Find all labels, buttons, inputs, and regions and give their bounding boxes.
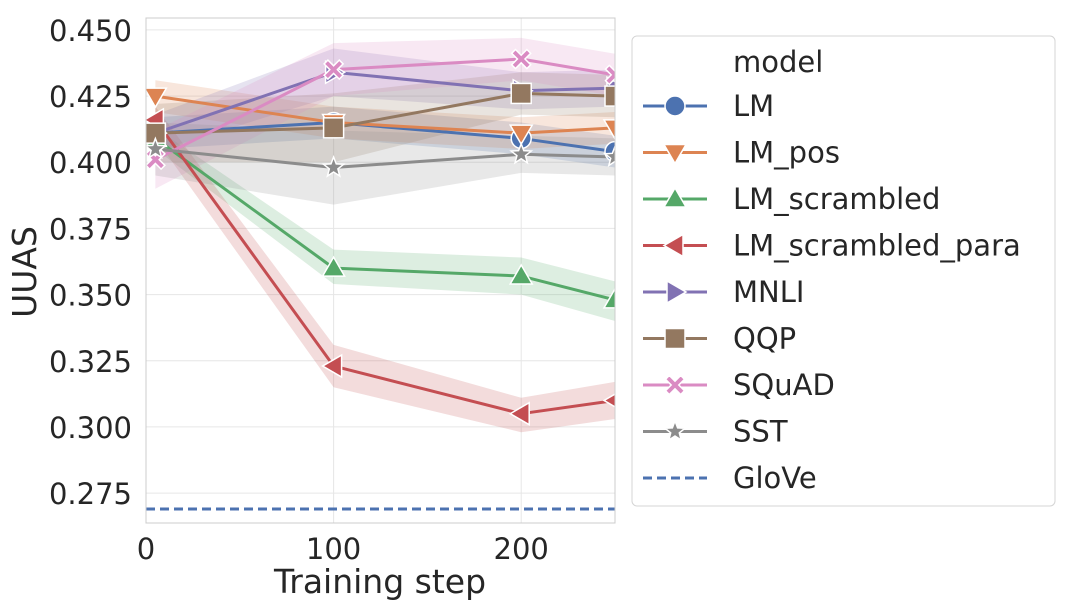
y-tick-label: 0.400 <box>49 146 132 180</box>
confidence-band-lm-scrambled-para <box>155 106 615 433</box>
legend-marker-mnli <box>666 279 688 305</box>
data-point-lm-pos <box>146 87 168 109</box>
series-line-sst <box>155 147 615 170</box>
data-point-qqp <box>322 117 345 139</box>
confidence-band-lm-scrambled <box>155 127 615 322</box>
data-point-lm-scrambled-para <box>602 393 615 408</box>
y-tick-label: 0.375 <box>49 212 132 246</box>
confidence-band-mnli <box>155 48 615 152</box>
series-line-qqp <box>155 91 615 135</box>
x-tick-label: 0 <box>137 532 155 566</box>
legend-label-sst: SST <box>733 415 788 449</box>
data-point-squad <box>604 64 615 86</box>
data-point-sst <box>146 136 168 160</box>
legend-marker-lm <box>664 95 686 117</box>
legend-label-mnli: MNLI <box>733 275 804 309</box>
legend-label-qqp: QQP <box>733 322 796 356</box>
plot-frame <box>145 17 616 524</box>
data-point-lm-scrambled <box>321 255 346 277</box>
data-point-lm-pos <box>602 119 615 141</box>
y-tick-label: 0.325 <box>49 345 132 379</box>
legend-marker-squad <box>664 374 686 396</box>
legend-label-lm-scrambled-para: LM_scrambled_para <box>733 229 1021 263</box>
y-axis-label: UUAS <box>5 226 44 318</box>
legend-marker-sst <box>663 418 687 442</box>
series-line-lm-scrambled <box>154 137 615 302</box>
y-tick-label: 0.300 <box>49 411 132 445</box>
data-point-sst <box>603 144 615 168</box>
legend-label-lm-scrambled: LM_scrambled <box>733 182 940 216</box>
y-tick-label: 0.350 <box>49 279 132 313</box>
data-point-sst <box>321 154 346 178</box>
legend-label-glove: GloVe <box>733 461 817 495</box>
legend: model LM LM_pos LM_scrambled LM_scrambled_p… <box>631 35 1056 507</box>
confidence-band-lm <box>155 106 615 168</box>
y-tick-label: 0.425 <box>49 80 132 114</box>
legend-marker-lm-pos <box>662 143 688 165</box>
legend-label-lm: LM <box>733 89 774 123</box>
legend-marker-lm-scrambled-para <box>662 233 684 258</box>
y-tick-label: 0.450 <box>49 14 132 48</box>
confidence-band-squad <box>155 37 615 189</box>
legend-box <box>631 35 1056 507</box>
data-point-squad <box>510 48 532 70</box>
data-point-squad <box>323 59 345 81</box>
data-point-qqp <box>604 85 615 107</box>
x-tick-label: 100 <box>306 532 361 566</box>
series-line-lm-pos <box>155 94 615 135</box>
legend-title: model <box>733 45 823 79</box>
legend-label-lm-pos: LM_pos <box>733 136 840 170</box>
legend-marker-lm-scrambled <box>662 186 688 208</box>
series-line-squad <box>154 57 615 161</box>
data-point-lm-pos <box>508 124 534 146</box>
legend-marker-qqp <box>664 327 686 350</box>
data-point-sst <box>509 141 534 165</box>
legend-label-squad: SQuAD <box>733 368 835 402</box>
series-line-lm-scrambled-para <box>154 119 615 416</box>
series-line-lm <box>155 121 615 154</box>
data-point-lm-scrambled <box>602 287 615 309</box>
y-tick-label: 0.275 <box>49 477 132 511</box>
data-point-qqp <box>510 82 532 105</box>
data-point-lm-scrambled-para <box>321 353 343 379</box>
data-point-lm-scrambled-para <box>508 401 530 426</box>
data-point-lm-scrambled <box>508 263 534 285</box>
x-tick-label: 200 <box>494 532 549 566</box>
x-axis-label: Training step <box>273 562 486 601</box>
series-line-mnli <box>154 70 615 135</box>
